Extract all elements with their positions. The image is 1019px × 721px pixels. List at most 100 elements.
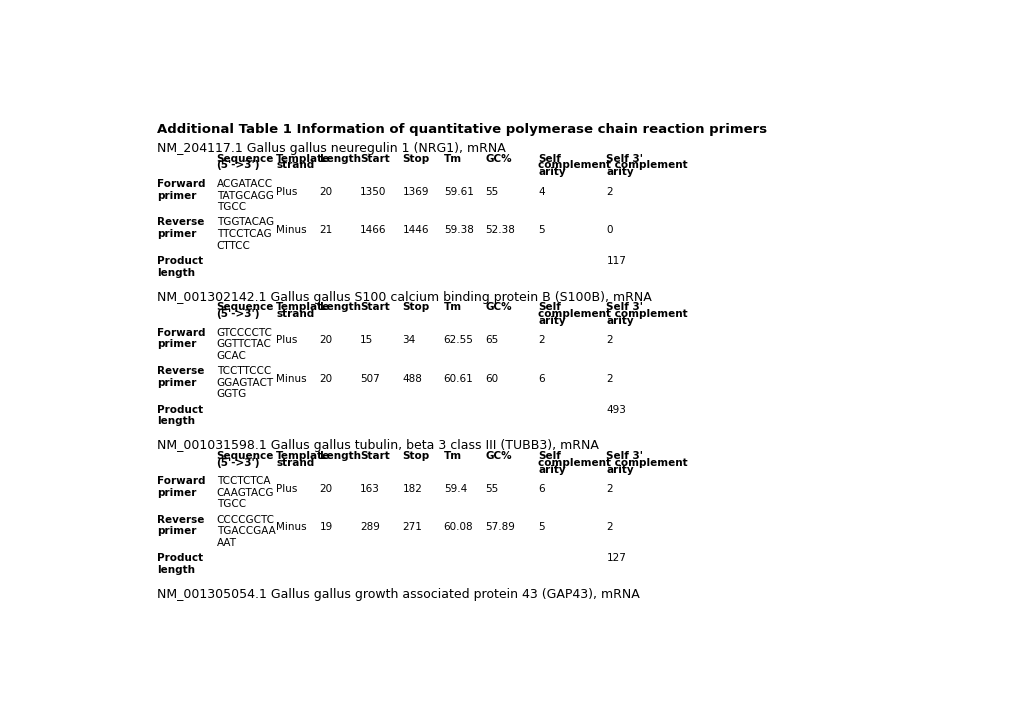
Text: 2: 2 (606, 335, 612, 345)
Text: 20: 20 (319, 335, 332, 345)
Text: 117: 117 (606, 256, 626, 266)
Text: 57.89: 57.89 (485, 522, 515, 532)
Text: Sequence: Sequence (216, 451, 274, 461)
Text: arity: arity (606, 316, 634, 326)
Text: 1350: 1350 (360, 187, 386, 197)
Text: 1466: 1466 (360, 225, 386, 235)
Text: 60: 60 (485, 373, 498, 384)
Text: Length: Length (319, 154, 361, 164)
Text: 60.61: 60.61 (443, 373, 473, 384)
Text: complement complement: complement complement (538, 309, 687, 319)
Text: 2: 2 (538, 335, 544, 345)
Text: 19: 19 (319, 522, 332, 532)
Text: Product
length: Product length (157, 553, 203, 575)
Text: Reverse
primer: Reverse primer (157, 366, 204, 388)
Text: 65: 65 (485, 335, 498, 345)
Text: Product
length: Product length (157, 404, 203, 426)
Text: TCCTTCCC
GGAGTACT
GGTG: TCCTTCCC GGAGTACT GGTG (216, 366, 273, 399)
Text: (5'->3'): (5'->3') (216, 309, 260, 319)
Text: TGGTACAG
TTCCTCAG
CTTCC: TGGTACAG TTCCTCAG CTTCC (216, 218, 273, 251)
Text: 2: 2 (606, 522, 612, 532)
Text: 55: 55 (485, 187, 498, 197)
Text: Start: Start (360, 451, 389, 461)
Text: Self 3': Self 3' (606, 451, 643, 461)
Text: GTCCCCTC
GGTTCTAC
GCAC: GTCCCCTC GGTTCTAC GCAC (216, 327, 272, 360)
Text: Forward
primer: Forward primer (157, 179, 205, 200)
Text: 182: 182 (403, 484, 422, 494)
Text: GC%: GC% (485, 154, 512, 164)
Text: Self 3': Self 3' (606, 302, 643, 312)
Text: 2: 2 (606, 187, 612, 197)
Text: Self: Self (538, 302, 560, 312)
Text: 21: 21 (319, 225, 332, 235)
Text: CCCCGCTC
TGACCGAA
AAT: CCCCGCTC TGACCGAA AAT (216, 515, 275, 548)
Text: 52.38: 52.38 (485, 225, 515, 235)
Text: Sequence: Sequence (216, 154, 274, 164)
Text: Stop: Stop (403, 451, 429, 461)
Text: 62.55: 62.55 (443, 335, 473, 345)
Text: Template: Template (276, 154, 330, 164)
Text: 55: 55 (485, 484, 498, 494)
Text: Template: Template (276, 302, 330, 312)
Text: strand: strand (276, 458, 314, 468)
Text: Length: Length (319, 451, 361, 461)
Text: Tm: Tm (443, 451, 462, 461)
Text: Minus: Minus (276, 522, 307, 532)
Text: 60.08: 60.08 (443, 522, 473, 532)
Text: (5'->3'): (5'->3') (216, 161, 260, 170)
Text: Start: Start (360, 302, 389, 312)
Text: 20: 20 (319, 373, 332, 384)
Text: Minus: Minus (276, 373, 307, 384)
Text: arity: arity (538, 167, 566, 177)
Text: 34: 34 (403, 335, 416, 345)
Text: Stop: Stop (403, 302, 429, 312)
Text: 127: 127 (606, 553, 626, 563)
Text: Forward
primer: Forward primer (157, 476, 205, 497)
Text: Reverse
primer: Reverse primer (157, 515, 204, 536)
Text: Tm: Tm (443, 154, 462, 164)
Text: (5'->3'): (5'->3') (216, 458, 260, 468)
Text: arity: arity (538, 464, 566, 474)
Text: Additional Table 1 Information of quantitative polymerase chain reaction primers: Additional Table 1 Information of quanti… (157, 123, 766, 136)
Text: 59.61: 59.61 (443, 187, 473, 197)
Text: Reverse
primer: Reverse primer (157, 218, 204, 239)
Text: Sequence: Sequence (216, 302, 274, 312)
Text: Plus: Plus (276, 335, 298, 345)
Text: 271: 271 (403, 522, 422, 532)
Text: 20: 20 (319, 187, 332, 197)
Text: Forward
primer: Forward primer (157, 327, 205, 349)
Text: 15: 15 (360, 335, 373, 345)
Text: Template: Template (276, 451, 330, 461)
Text: 59.4: 59.4 (443, 484, 467, 494)
Text: Self: Self (538, 154, 560, 164)
Text: 6: 6 (538, 484, 544, 494)
Text: strand: strand (276, 161, 314, 170)
Text: 1369: 1369 (403, 187, 429, 197)
Text: 6: 6 (538, 373, 544, 384)
Text: Self 3': Self 3' (606, 154, 643, 164)
Text: GC%: GC% (485, 451, 512, 461)
Text: 289: 289 (360, 522, 379, 532)
Text: Self: Self (538, 451, 560, 461)
Text: 0: 0 (606, 225, 612, 235)
Text: 5: 5 (538, 225, 544, 235)
Text: 59.38: 59.38 (443, 225, 473, 235)
Text: GC%: GC% (485, 302, 512, 312)
Text: ACGATACC
TATGCAGG
TGCC: ACGATACC TATGCAGG TGCC (216, 179, 273, 212)
Text: 20: 20 (319, 484, 332, 494)
Text: Plus: Plus (276, 484, 298, 494)
Text: Plus: Plus (276, 187, 298, 197)
Text: 488: 488 (403, 373, 422, 384)
Text: 507: 507 (360, 373, 379, 384)
Text: Minus: Minus (276, 225, 307, 235)
Text: Product
length: Product length (157, 256, 203, 278)
Text: arity: arity (606, 167, 634, 177)
Text: Stop: Stop (403, 154, 429, 164)
Text: complement complement: complement complement (538, 161, 687, 170)
Text: 493: 493 (606, 404, 626, 415)
Text: 4: 4 (538, 187, 544, 197)
Text: arity: arity (606, 464, 634, 474)
Text: 2: 2 (606, 484, 612, 494)
Text: 163: 163 (360, 484, 379, 494)
Text: arity: arity (538, 316, 566, 326)
